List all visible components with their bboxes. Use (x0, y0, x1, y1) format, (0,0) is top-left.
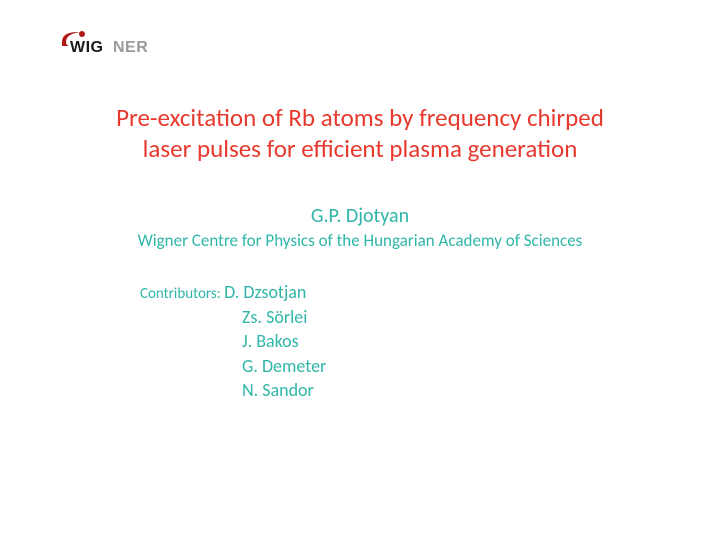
wigner-logo: WIG NER (60, 28, 170, 60)
contributor-name-2: J. Bakos (242, 329, 326, 353)
logo-text-light: NER (113, 39, 148, 56)
contributor-name-4: N. Sandor (242, 378, 326, 402)
contributor-name-1: Zs. Sörlei (242, 305, 326, 329)
author-name: G.P. Djotyan (0, 204, 720, 228)
logo-text-dark: WIG (70, 39, 104, 56)
contributors-label: Contributors: (140, 285, 224, 303)
contributor-name-3: G. Demeter (242, 354, 326, 378)
contributor-line-0: Contributors: D. Dzsotjan (140, 280, 326, 305)
contributors-block: Contributors: D. Dzsotjan Zs. Sörlei J. … (140, 280, 326, 402)
author-affiliation: Wigner Centre for Physics of the Hungari… (0, 230, 720, 251)
slide-title: Pre-excitation of Rb atoms by frequency … (90, 102, 630, 165)
contributor-name-0: D. Dzsotjan (224, 281, 306, 303)
